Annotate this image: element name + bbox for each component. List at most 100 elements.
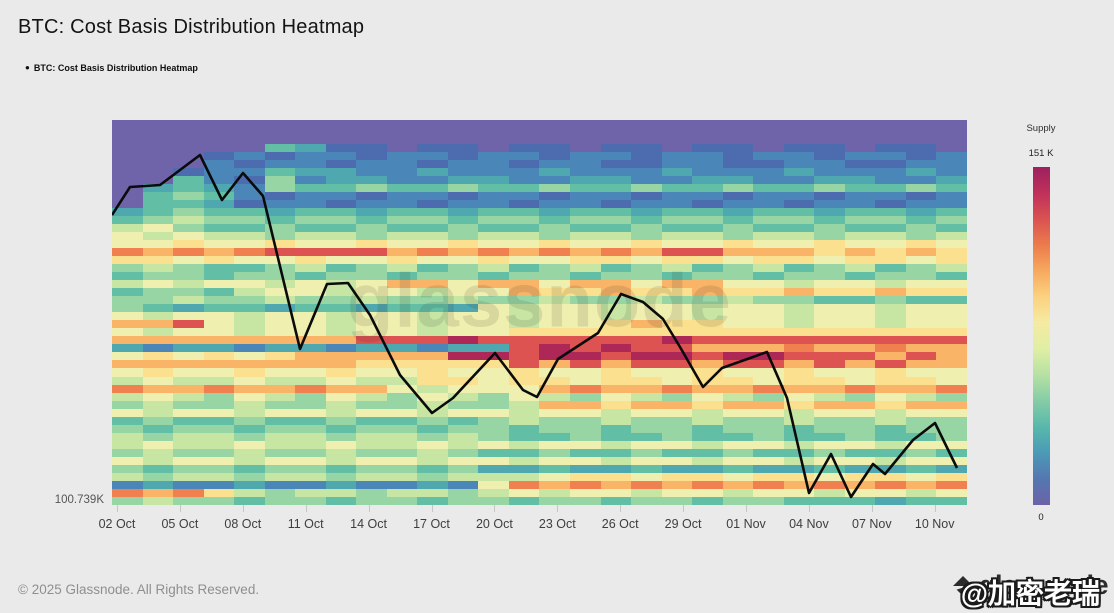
- heatmap-row: [112, 296, 967, 305]
- heatmap-cell: [356, 200, 387, 209]
- heatmap-cell: [875, 152, 906, 161]
- heatmap-cell: [844, 368, 876, 377]
- x-tick-label: 14 Oct: [350, 517, 388, 531]
- heatmap-cell: [142, 208, 174, 217]
- heatmap-cell: [844, 448, 876, 457]
- heatmap-row: [112, 248, 967, 257]
- heatmap-cell: [569, 168, 601, 177]
- heatmap-cell: [844, 128, 876, 137]
- heatmap-cell: [600, 312, 632, 321]
- heatmap-cell: [356, 376, 387, 385]
- heatmap-cell: [753, 320, 784, 329]
- heatmap-cell: [142, 320, 174, 329]
- heatmap-cell: [844, 176, 876, 185]
- heatmap-cell: [264, 304, 296, 313]
- heatmap-cell: [142, 160, 174, 169]
- heatmap-cell: [203, 256, 235, 265]
- heatmap-cell: [234, 400, 265, 409]
- heatmap-cell: [661, 256, 693, 265]
- heatmap-cell: [722, 408, 754, 417]
- heatmap-cell: [508, 448, 540, 457]
- heatmap-cell: [844, 136, 876, 145]
- heatmap-cell: [356, 256, 387, 265]
- heatmap-cell: [661, 376, 693, 385]
- heatmap-cell: [234, 416, 265, 425]
- heatmap-cell: [173, 224, 204, 233]
- heatmap-cell: [661, 232, 693, 241]
- heatmap-cell: [783, 144, 815, 153]
- heatmap-cell: [417, 264, 448, 273]
- heatmap-cell: [142, 392, 174, 401]
- heatmap-cell: [112, 288, 143, 297]
- heatmap-cell: [661, 128, 693, 137]
- heatmap-cell: [142, 168, 174, 177]
- heatmap-cell: [600, 224, 632, 233]
- heatmap-cell: [508, 432, 540, 441]
- heatmap-cell: [417, 448, 448, 457]
- heatmap-cell: [173, 320, 204, 329]
- heatmap-cell: [814, 392, 845, 401]
- heatmap-cell: [386, 464, 418, 473]
- heatmap-cell: [112, 136, 143, 145]
- heatmap-cell: [295, 304, 326, 313]
- heatmap-cell: [264, 352, 296, 361]
- heatmap-cell: [203, 480, 235, 489]
- heatmap-cell: [753, 264, 784, 273]
- heatmap-cell: [356, 496, 387, 505]
- heatmap-cell: [264, 280, 296, 289]
- heatmap-cell: [539, 496, 570, 505]
- heatmap-cell: [295, 160, 326, 169]
- heatmap-cell: [905, 208, 937, 217]
- heatmap-cell: [508, 424, 540, 433]
- heatmap-cell: [631, 480, 662, 489]
- heatmap-cell: [753, 240, 784, 249]
- heatmap-cell: [478, 184, 509, 193]
- heatmap-cell: [112, 400, 143, 409]
- heatmap-cell: [539, 280, 570, 289]
- heatmap-cell: [478, 160, 509, 169]
- heatmap-cell: [783, 392, 815, 401]
- heatmap-cell: [722, 384, 754, 393]
- heatmap-cell: [478, 168, 509, 177]
- heatmap-cell: [661, 424, 693, 433]
- heatmap-cell: [203, 264, 235, 273]
- heatmap-cell: [478, 304, 509, 313]
- heatmap-cell: [264, 408, 296, 417]
- legend-item[interactable]: ● BTC: Cost Basis Distribution Heatmap: [25, 63, 198, 73]
- heatmap-cell: [142, 488, 174, 497]
- heatmap-cell: [905, 472, 937, 481]
- heatmap-cell: [234, 136, 265, 145]
- heatmap-cell: [417, 416, 448, 425]
- heatmap-cell: [692, 224, 723, 233]
- heatmap-cell: [814, 296, 845, 305]
- heatmap-cell: [417, 376, 448, 385]
- heatmap-cell: [631, 352, 662, 361]
- heatmap-cell: [203, 304, 235, 313]
- heatmap-cell: [936, 424, 967, 433]
- heatmap-plot-area[interactable]: glassnode: [112, 120, 967, 505]
- heatmap-cell: [905, 120, 937, 129]
- heatmap-cell: [203, 384, 235, 393]
- heatmap-cell: [539, 208, 570, 217]
- heatmap-cell: [508, 264, 540, 273]
- heatmap-cell: [478, 144, 509, 153]
- heatmap-cell: [386, 208, 418, 217]
- heatmap-cell: [295, 352, 326, 361]
- heatmap-cell: [478, 360, 509, 369]
- heatmap-row: [112, 448, 967, 457]
- heatmap-row: [112, 392, 967, 401]
- heatmap-cell: [264, 160, 296, 169]
- heatmap-cell: [661, 224, 693, 233]
- heatmap-cell: [844, 472, 876, 481]
- heatmap-cell: [447, 408, 479, 417]
- heatmap-cell: [631, 176, 662, 185]
- heatmap-cell: [539, 384, 570, 393]
- heatmap-cell: [936, 408, 967, 417]
- x-axis-tick: [117, 505, 118, 512]
- heatmap-cell: [295, 128, 326, 137]
- heatmap-cell: [142, 368, 174, 377]
- heatmap-cell: [386, 392, 418, 401]
- heatmap-cell: [539, 248, 570, 257]
- heatmap-cell: [356, 384, 387, 393]
- heatmap-row: [112, 192, 967, 201]
